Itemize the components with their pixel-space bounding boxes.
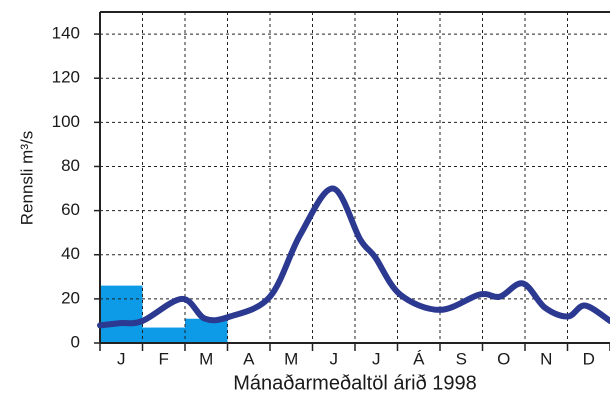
y-tick-label: 80 xyxy=(61,156,80,175)
x-tick-label: O xyxy=(497,349,510,368)
bar xyxy=(142,327,185,343)
y-tick-label: 100 xyxy=(52,112,80,131)
x-tick-label: S xyxy=(456,349,467,368)
flow-line xyxy=(97,185,610,329)
y-axis-title: Rennsli m³/s xyxy=(17,131,36,225)
x-tick-label: M xyxy=(199,349,213,368)
x-tick-label: A xyxy=(243,349,255,368)
x-tick-label: F xyxy=(159,349,169,368)
x-tick-label: D xyxy=(583,349,595,368)
y-tick-label: 40 xyxy=(61,244,80,263)
y-tick-label: 60 xyxy=(61,200,80,219)
y-tick-label: 140 xyxy=(52,24,80,43)
x-tick-label: M xyxy=(284,349,298,368)
y-tick-label: 0 xyxy=(71,332,80,351)
x-tick-label: J xyxy=(117,349,126,368)
x-tick-label: J xyxy=(330,349,339,368)
y-tick-label: 20 xyxy=(61,288,80,307)
x-axis-title: Mánaðarmeðaltöl árið 1998 xyxy=(233,372,477,394)
x-tick-label: N xyxy=(540,349,552,368)
x-tick-label: J xyxy=(372,349,381,368)
x-tick-label: Á xyxy=(413,349,425,368)
y-tick-label: 120 xyxy=(52,68,80,87)
bar xyxy=(100,285,143,343)
bar xyxy=(185,318,228,343)
